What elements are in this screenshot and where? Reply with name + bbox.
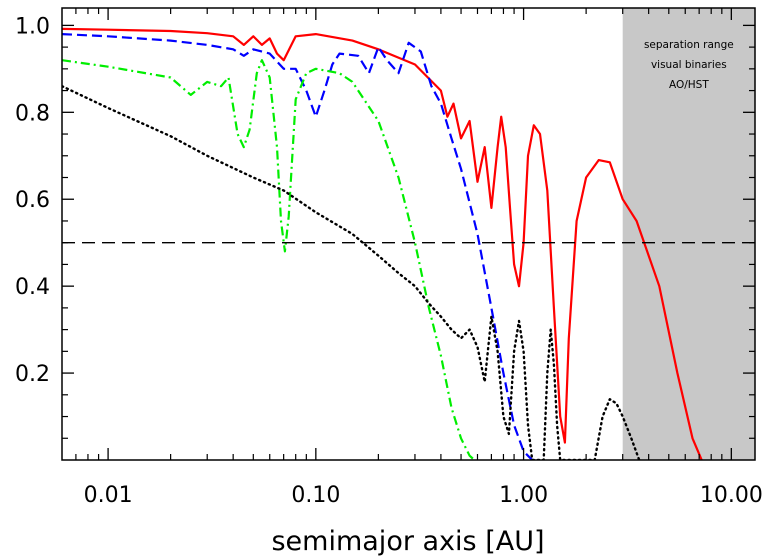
y-tick-label: 0.6: [15, 188, 50, 213]
y-tick-label: 0.8: [15, 101, 50, 126]
shaded-region-note-line: visual binaries: [651, 59, 727, 71]
shaded-region-note: separation range visual binaries AO/HST: [644, 39, 734, 91]
plot-frame: [61, 7, 756, 461]
series-line-4: [62, 85, 641, 460]
ticks-layer: [62, 8, 755, 460]
series-line-2: [62, 33, 533, 460]
y-tick-label: 1.0: [15, 14, 50, 39]
x-tick-label: 10.00: [700, 483, 763, 508]
series-layer: [62, 27, 703, 460]
x-tick-label: 0.01: [84, 483, 133, 508]
y-tick-label: 0.2: [15, 362, 50, 387]
series-line-3: [62, 59, 476, 460]
x-tick-label: 1.00: [499, 483, 548, 508]
shaded-region: [622, 8, 755, 460]
shaded-region-note-line: separation range: [644, 39, 734, 51]
shaded-region-note-line: AO/HST: [669, 79, 709, 91]
y-tick-label: 0.4: [15, 275, 50, 300]
tick-labels-layer: 0.01 0.10 1.00 10.00 0.2 0.4 0.6 0.8 1.0: [15, 14, 763, 508]
shaded-region-layer: [622, 8, 755, 460]
series-line-1: [62, 27, 703, 460]
x-tick-label: 0.10: [291, 483, 340, 508]
x-axis-title: semimajor axis [AU]: [271, 526, 544, 557]
